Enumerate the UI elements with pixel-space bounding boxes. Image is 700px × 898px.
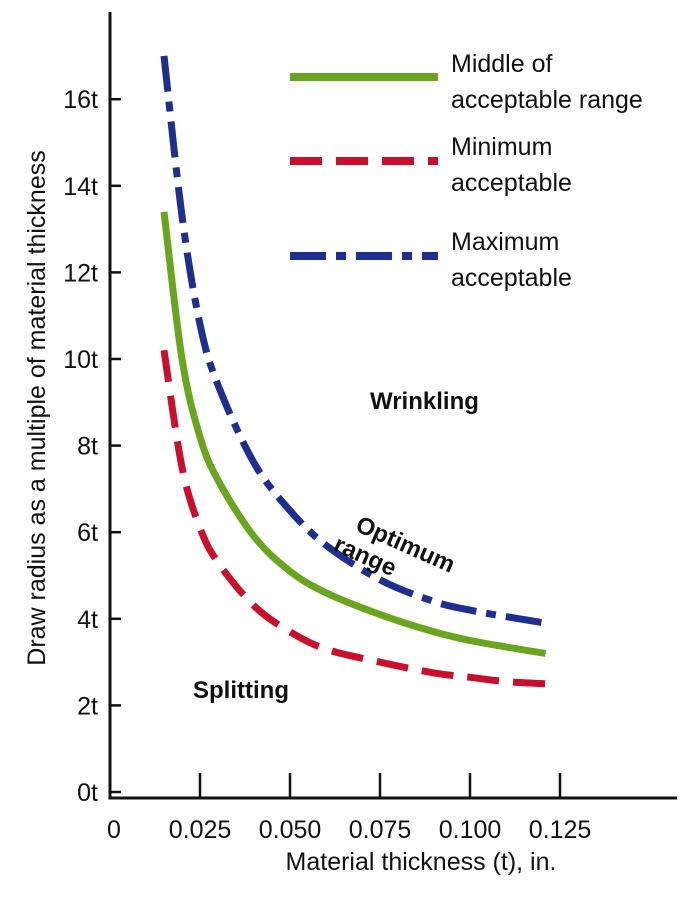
legend-label-maximum-line1: Maximum bbox=[451, 228, 559, 256]
series-layer bbox=[160, 55, 547, 688]
x-axis-title: Material thickness (t), in. bbox=[286, 848, 557, 876]
legend-label-minimum-line1: Minimum bbox=[451, 133, 552, 161]
legend-label-middle-line2: acceptable range bbox=[451, 86, 643, 114]
series-line-middle bbox=[160, 211, 547, 657]
y-tick-label: 2t bbox=[77, 692, 98, 720]
y-tick-label: 10t bbox=[63, 346, 98, 374]
x-tick-label: 0.050 bbox=[259, 816, 322, 844]
y-tick-label: 0t bbox=[77, 779, 98, 807]
x-axis-ticks: 0 0.025 0.050 0.075 0.100 0.125 bbox=[107, 773, 591, 844]
x-tick-label: 0.075 bbox=[349, 816, 412, 844]
legend: Middle of acceptable range Minimum accep… bbox=[290, 50, 643, 292]
x-tick-label: 0.100 bbox=[439, 816, 502, 844]
y-axis-title: Draw radius as a multiple of material th… bbox=[23, 150, 51, 665]
y-tick-label: 8t bbox=[77, 433, 98, 461]
y-tick-label: 4t bbox=[77, 606, 98, 634]
legend-label-minimum-line2: acceptable bbox=[451, 169, 572, 197]
y-tick-label: 14t bbox=[63, 173, 98, 201]
x-tick-label: 0 bbox=[107, 816, 121, 844]
legend-label-maximum-line2: acceptable bbox=[451, 264, 572, 292]
y-tick-label: 12t bbox=[63, 259, 98, 287]
annotation-splitting: Splitting bbox=[193, 677, 289, 704]
x-tick-label: 0.125 bbox=[529, 816, 592, 844]
y-tick-label: 6t bbox=[77, 519, 98, 547]
annotation-wrinkling: Wrinkling bbox=[370, 388, 479, 415]
y-tick-label: 16t bbox=[63, 86, 98, 114]
y-axis-ticks: 0t 2t 4t 6t 8t 10t 12t 14t 16t bbox=[63, 86, 121, 807]
legend-label-middle-line1: Middle of bbox=[451, 50, 552, 78]
series-line-minimum bbox=[160, 349, 546, 688]
x-tick-label: 0.025 bbox=[169, 816, 232, 844]
series-line-maximum bbox=[160, 55, 547, 627]
